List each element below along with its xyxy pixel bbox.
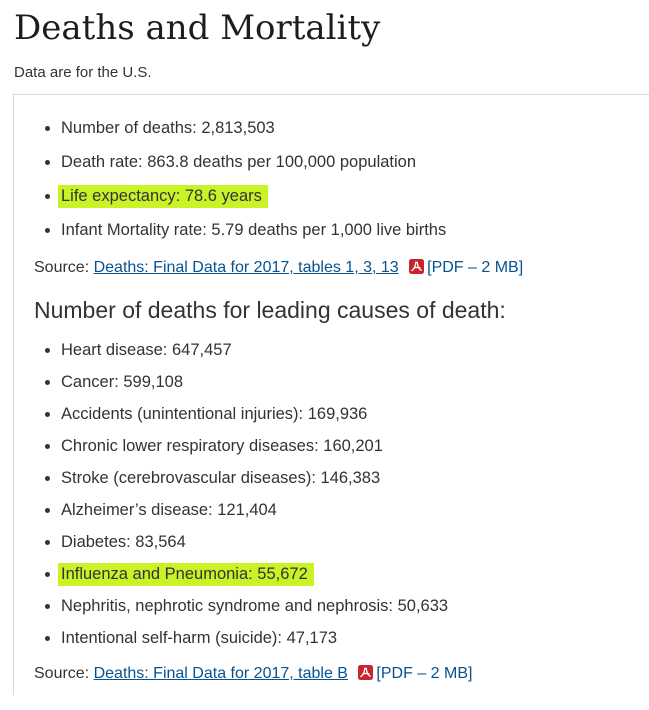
page-subtitle: Data are for the U.S. [14,64,152,82]
stats-list: Number of deaths: 2,813,503 Death rate: 8… [34,117,637,242]
pdf-size-note[interactable]: [PDF – 2 MB] [376,665,473,683]
source-label: Source: [34,665,94,683]
item-text: Cancer: 599,108 [61,373,184,392]
list-item: Intentional self-harm (suicide): 47,173 [61,627,637,650]
item-text: Number of deaths: 2,813,503 [61,119,275,138]
causes-source-line: Source: Deaths: Final Data for 2017, tab… [34,662,637,685]
item-text: Death rate: 863.8 deaths per 100,000 pop… [61,153,417,172]
list-item: Number of deaths: 2,813,503 [61,117,637,140]
list-item: Life expectancy: 78.6 years [58,185,637,209]
list-item: Influenza and Pneumonia: 55,672 [58,563,637,587]
page-title: Deaths and Mortality [14,8,381,48]
list-item: Cancer: 599,108 [61,371,637,394]
list-item: Stroke (cerebrovascular diseases): 146,3… [61,467,637,490]
stats-source-link[interactable]: Deaths: Final Data for 2017, tables 1, 3… [93,259,399,277]
item-text: Infant Mortality rate: 5.79 deaths per 1… [61,221,447,240]
item-text: Chronic lower respiratory diseases: 160,… [61,437,383,456]
highlighted-text: Life expectancy: 78.6 years [58,185,268,209]
list-item: Diabetes: 83,564 [61,531,637,554]
source-label: Source: [34,259,94,277]
causes-heading: Number of deaths for leading causes of d… [34,297,506,324]
pdf-icon[interactable] [358,665,374,681]
content-box: Number of deaths: 2,813,503 Death rate: 8… [13,94,649,696]
pdf-icon[interactable] [409,259,425,275]
list-item: Heart disease: 647,457 [61,339,637,362]
stats-source-line: Source: Deaths: Final Data for 2017, tab… [34,256,637,279]
list-item: Infant Mortality rate: 5.79 deaths per 1… [61,219,637,242]
page: Deaths and Mortality Data are for the U.… [0,8,649,710]
item-text: Intentional self-harm (suicide): 47,173 [61,629,338,648]
highlighted-text: Influenza and Pneumonia: 55,672 [58,563,314,587]
causes-list: Heart disease: 647,457 Cancer: 599,108 Acc… [34,339,637,650]
list-item: Alzheimer’s disease: 121,404 [61,499,637,522]
pdf-size-note[interactable]: [PDF – 2 MB] [427,259,524,277]
item-text: Nephritis, nephrotic syndrome and nephro… [61,597,449,616]
list-item: Chronic lower respiratory diseases: 160,… [61,435,637,458]
list-item: Accidents (unintentional injuries): 169,… [61,403,637,426]
list-item: Nephritis, nephrotic syndrome and nephro… [61,595,637,618]
item-text: Alzheimer’s disease: 121,404 [61,501,277,520]
item-text: Stroke (cerebrovascular diseases): 146,3… [61,469,381,488]
item-text: Heart disease: 647,457 [61,341,232,360]
causes-source-link[interactable]: Deaths: Final Data for 2017, table B [93,665,348,683]
list-item: Death rate: 863.8 deaths per 100,000 pop… [61,151,637,174]
item-text: Accidents (unintentional injuries): 169,… [61,405,368,424]
item-text: Diabetes: 83,564 [61,533,186,552]
